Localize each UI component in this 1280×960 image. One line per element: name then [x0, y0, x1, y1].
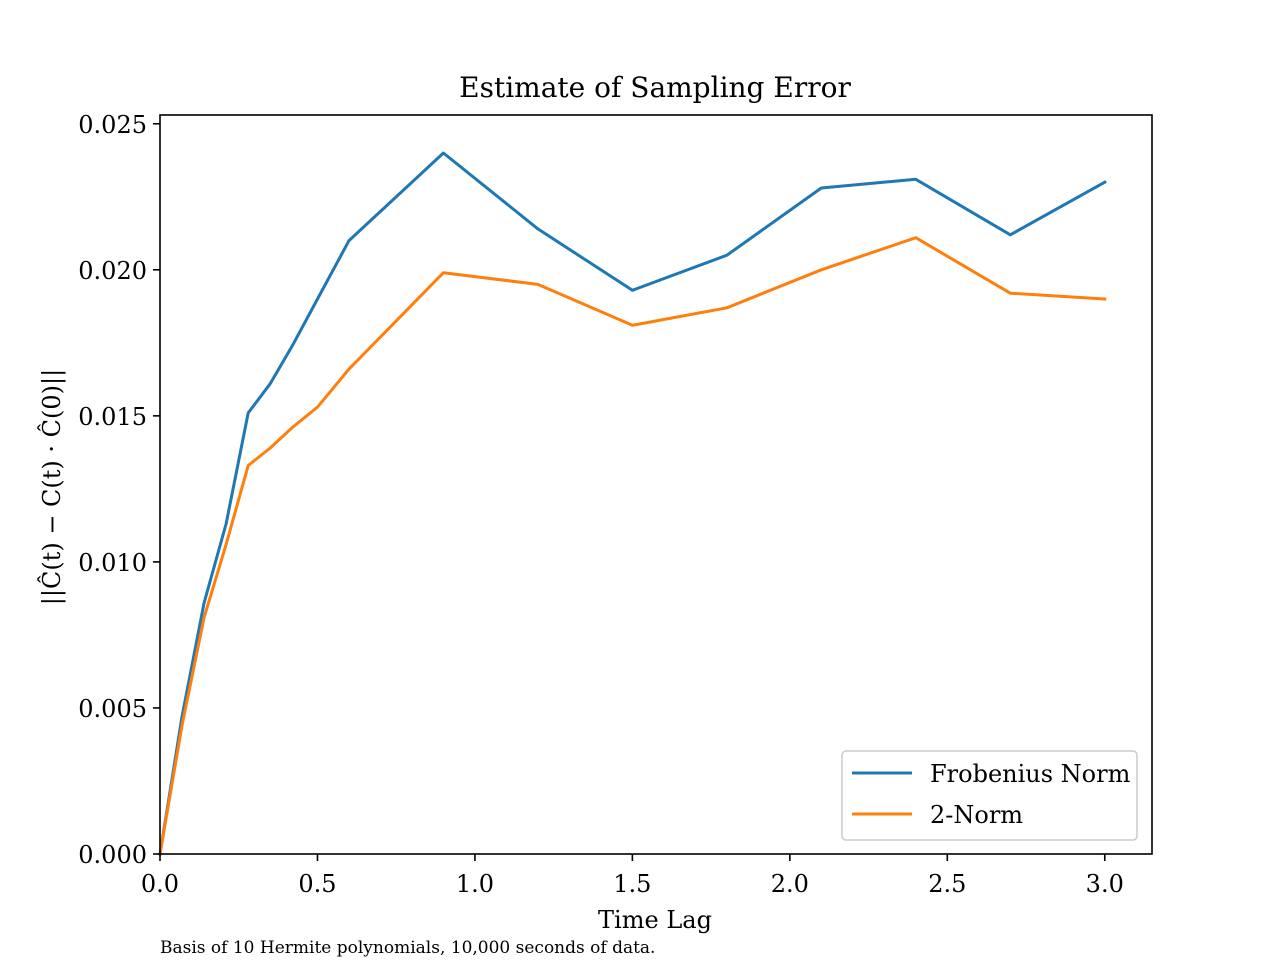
x-tick-label-1: 0.5	[298, 870, 336, 898]
legend-box	[841, 750, 1138, 841]
x-tick-label-6: 3.0	[1086, 870, 1124, 898]
x-tick-label-4: 2.0	[771, 870, 809, 898]
x-axis-label: Time Lag	[598, 906, 712, 934]
y-axis-label: ||Ĉ(t) − C(t) · Ĉ(0)||	[37, 369, 67, 605]
legend: Frobenius Norm 2-Norm	[841, 750, 1138, 841]
x-tick-label-3: 1.5	[613, 870, 651, 898]
chart-title: Estimate of Sampling Error	[459, 71, 851, 104]
x-tick-label-2: 1.0	[456, 870, 494, 898]
legend-label-frobenius: Frobenius Norm	[930, 760, 1131, 788]
y-tick-label-4: 0.020	[78, 257, 147, 285]
plot-series	[158, 151, 1107, 856]
y-axis: 0.000 0.005 0.010 0.015 0.020 0.025	[78, 111, 160, 869]
x-axis: 0.0 0.5 1.0 1.5 2.0 2.5 3.0	[141, 854, 1124, 898]
y-tick-label-1: 0.005	[78, 695, 147, 723]
legend-label-2norm: 2-Norm	[930, 801, 1023, 829]
y-tick-label-3: 0.015	[78, 403, 147, 431]
figure-caption: Basis of 10 Hermite polynomials, 10,000 …	[160, 938, 656, 958]
y-tick-label-0: 0.000	[78, 841, 147, 869]
plot-frame	[159, 114, 1153, 855]
series-line-1	[158, 236, 1107, 856]
x-tick-label-0: 0.0	[141, 870, 179, 898]
series-line-0	[158, 151, 1107, 856]
y-tick-label-5: 0.025	[78, 111, 147, 139]
x-tick-label-5: 2.5	[928, 870, 966, 898]
y-tick-label-2: 0.010	[78, 549, 147, 577]
